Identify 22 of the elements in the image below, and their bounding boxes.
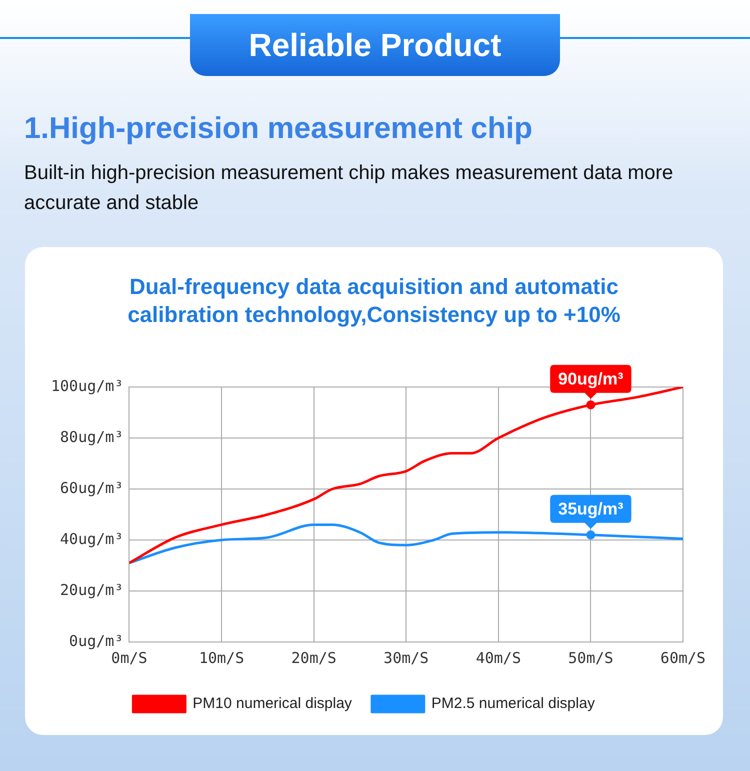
text: 1.High-precision measurement chip <box>24 112 532 146</box>
y-tick-label: 60ug/m³ <box>60 478 124 497</box>
x-tick-label: 0m/S <box>111 648 148 667</box>
chart-title: Dual-frequency data acquisition and automatic calibration technology,Consistency up to +10% <box>126 273 622 329</box>
y-tick-label: 0ug/m³ <box>69 632 124 650</box>
y-tick-label: 100ug/m³ <box>50 376 124 395</box>
text: Reliable Product <box>190 14 560 76</box>
text: Built-in high-precision measurement chip makes measurement data more accurate and stable <box>24 161 674 216</box>
x-tick-label: 20m/S <box>291 648 336 667</box>
y-tick-label: 40ug/m³ <box>60 530 124 548</box>
x-tick-label: 40m/S <box>476 648 521 667</box>
y-tick-label: 80ug/m³ <box>60 428 124 446</box>
y-tick-label: 20ug/m³ <box>60 580 124 599</box>
annotation: 35ug/m³ <box>558 500 624 519</box>
line-series <box>129 523 683 564</box>
x-tick-label: 10m/S <box>198 648 244 667</box>
x-tick-label: 30m/S <box>384 648 429 667</box>
x-tick-label: 60m/S <box>660 648 706 667</box>
legend-label: PM10 numerical display <box>192 695 352 712</box>
x-tick-label: 50m/S <box>568 648 614 667</box>
annotation: 90ug/m³ <box>558 370 624 389</box>
legend-label: PM2.5 numerical display <box>431 695 596 712</box>
